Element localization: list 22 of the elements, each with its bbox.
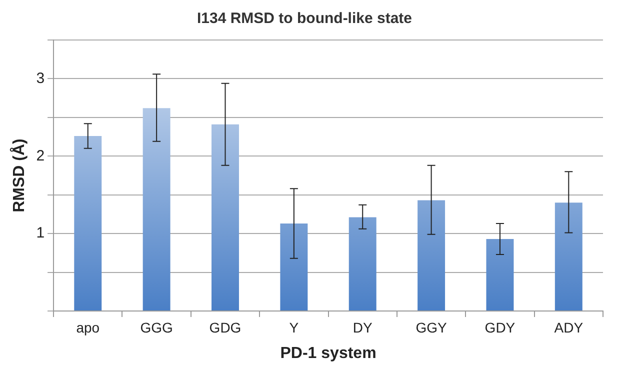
bar [74, 136, 102, 310]
y-tick-label: 2 [36, 147, 45, 164]
x-tick-label: GDG [209, 319, 242, 336]
bar [554, 202, 582, 310]
x-tick-label: ADY [554, 319, 584, 336]
x-tick-label: GDY [484, 319, 516, 336]
chart-title: I134 RMSD to bound-like state [196, 10, 412, 28]
bar [280, 224, 308, 310]
x-tick-label: apo [76, 319, 100, 336]
bar [418, 200, 446, 310]
bar [142, 108, 170, 310]
y-axis-title: RMSD (Å) [9, 138, 28, 212]
x-tick-label: GGG [140, 319, 173, 336]
bar [212, 124, 239, 310]
y-tick-label: 3 [36, 70, 45, 87]
y-tick-label: 1 [36, 224, 45, 242]
bar [486, 238, 514, 310]
x-tick-label: DY [352, 319, 373, 336]
x-axis-title: PD-1 system [280, 344, 376, 362]
x-tick-label: GGY [416, 319, 448, 336]
bar [348, 217, 376, 310]
x-tick-label: Y [289, 319, 300, 336]
